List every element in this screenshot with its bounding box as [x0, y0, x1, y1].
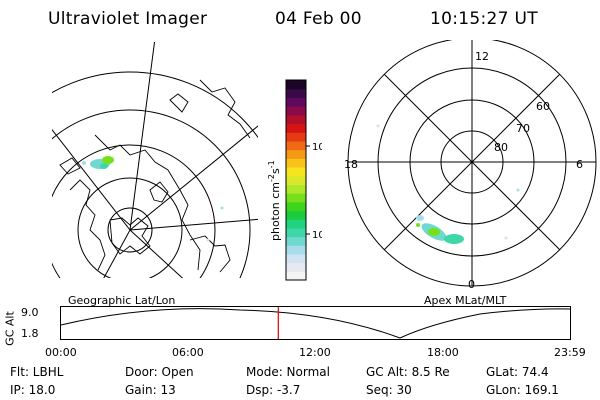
seq-value: Seq: 30 [366, 383, 412, 397]
lat-circle [52, 71, 258, 139]
ip-value: IP: 18.0 [10, 383, 56, 397]
colorbar-cell [286, 97, 306, 107]
lat-circle [107, 207, 153, 253]
x-tick-label: 06:00 [172, 346, 204, 359]
dsp-value: Dsp: -3.7 [246, 383, 301, 397]
colorbar-cell [286, 201, 306, 212]
apex-polar-plot: 12 0 18 6 60 70 80 [344, 40, 597, 290]
colorbar-cell [286, 193, 306, 203]
mlt-label-dusk: 18 [344, 158, 358, 171]
colorbar-cell [286, 236, 306, 246]
geographic-map [52, 42, 258, 278]
colorbar-cell [286, 106, 306, 116]
colorbar-unit-label: photon cm-2s-1 [267, 160, 282, 241]
date-label: 04 Feb 00 [275, 9, 362, 29]
colorbar-cell [286, 245, 306, 255]
lat-circle [52, 109, 251, 278]
time-label: 10:15:27 UT [430, 9, 538, 29]
mlat-label: 80 [494, 141, 508, 154]
gc-alt-axis-label: GC Alt [3, 311, 17, 346]
colorbar-cell [286, 219, 306, 229]
mlat-label: 70 [516, 122, 530, 135]
mlt-label-dawn: 6 [576, 158, 583, 171]
mlt-label-midnight: 0 [468, 278, 475, 290]
x-tick-label: 00:00 [45, 346, 77, 359]
lat-circle [77, 177, 183, 278]
geographic-caption: Geographic Lat/Lon [68, 294, 176, 307]
colorbar-tick-label: 10 [312, 230, 322, 241]
timeline-plot [60, 306, 571, 340]
colorbar-cell [286, 140, 306, 151]
lat-circle [52, 144, 216, 278]
aurora-emission [376, 124, 520, 244]
filter-value: Flt: LBHL [10, 365, 64, 379]
colorbar-cell [286, 158, 306, 168]
colorbar-cell [286, 227, 306, 238]
glat-value: GLat: 74.4 [486, 365, 549, 379]
y-tick-label: 9.0 [21, 306, 39, 319]
colorbar-cell [286, 166, 306, 177]
gc-alt-value: GC Alt: 8.5 Re [366, 365, 450, 379]
mlt-label-noon: 12 [475, 50, 489, 63]
y-tick-label: 1.8 [21, 327, 39, 340]
glon-value: GLon: 169.1 [486, 383, 559, 397]
colorbar-cell [286, 253, 306, 264]
colorbar-cell [286, 184, 306, 194]
colorbar-cell [286, 80, 306, 90]
mode-value: Mode: Normal [246, 365, 330, 379]
colorbar-cell [286, 175, 306, 185]
colorbar-cell [286, 210, 306, 220]
colorbar-cell [286, 149, 306, 159]
colorbar-cell [286, 271, 306, 281]
colorbar-tick-label: 100 [312, 142, 322, 153]
gc-alt-curve [60, 308, 571, 339]
colorbar-gradient [286, 80, 306, 281]
colorbar-cell [286, 132, 306, 142]
x-tick-label: 18:00 [427, 346, 459, 359]
instrument-title: Ultraviolet Imager [48, 9, 208, 29]
x-tick-label: 23:59 [554, 346, 586, 359]
gain-value: Gain: 13 [125, 383, 176, 397]
mlat-label: 60 [536, 100, 550, 113]
colorbar-cell [286, 88, 306, 98]
colorbar-cell [286, 262, 306, 272]
colorbar: 100 10 photon cm-2s-1 [267, 79, 322, 281]
colorbar-cell [286, 123, 306, 133]
door-value: Door: Open [125, 365, 194, 379]
aurora-emission [82, 156, 224, 242]
colorbar-cell [286, 114, 306, 125]
apex-caption: Apex MLat/MLT [424, 294, 507, 307]
x-tick-label: 12:00 [299, 346, 331, 359]
